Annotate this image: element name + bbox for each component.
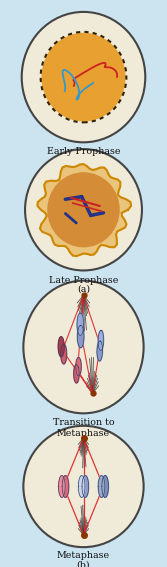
Polygon shape [98, 331, 104, 350]
Polygon shape [98, 476, 105, 497]
Polygon shape [74, 365, 79, 383]
Polygon shape [59, 476, 65, 497]
Polygon shape [76, 357, 81, 376]
Ellipse shape [23, 281, 144, 413]
Polygon shape [78, 476, 85, 497]
Text: (a): (a) [77, 285, 90, 294]
Text: Transition to
Metaphase: Transition to Metaphase [53, 418, 114, 438]
Ellipse shape [47, 172, 120, 247]
Polygon shape [38, 164, 131, 256]
Polygon shape [62, 476, 69, 497]
Text: Early Prophase: Early Prophase [47, 147, 120, 156]
Polygon shape [82, 476, 89, 497]
Polygon shape [97, 341, 103, 361]
Ellipse shape [41, 33, 126, 121]
Ellipse shape [23, 426, 144, 547]
Text: (b): (b) [77, 560, 90, 567]
Polygon shape [58, 337, 64, 357]
Text: Metaphase: Metaphase [57, 551, 110, 560]
Polygon shape [77, 313, 84, 336]
Polygon shape [102, 476, 108, 497]
Polygon shape [77, 325, 84, 348]
Ellipse shape [22, 12, 145, 142]
Polygon shape [61, 344, 67, 364]
Ellipse shape [25, 149, 142, 270]
Text: Late Prophase: Late Prophase [49, 276, 118, 285]
